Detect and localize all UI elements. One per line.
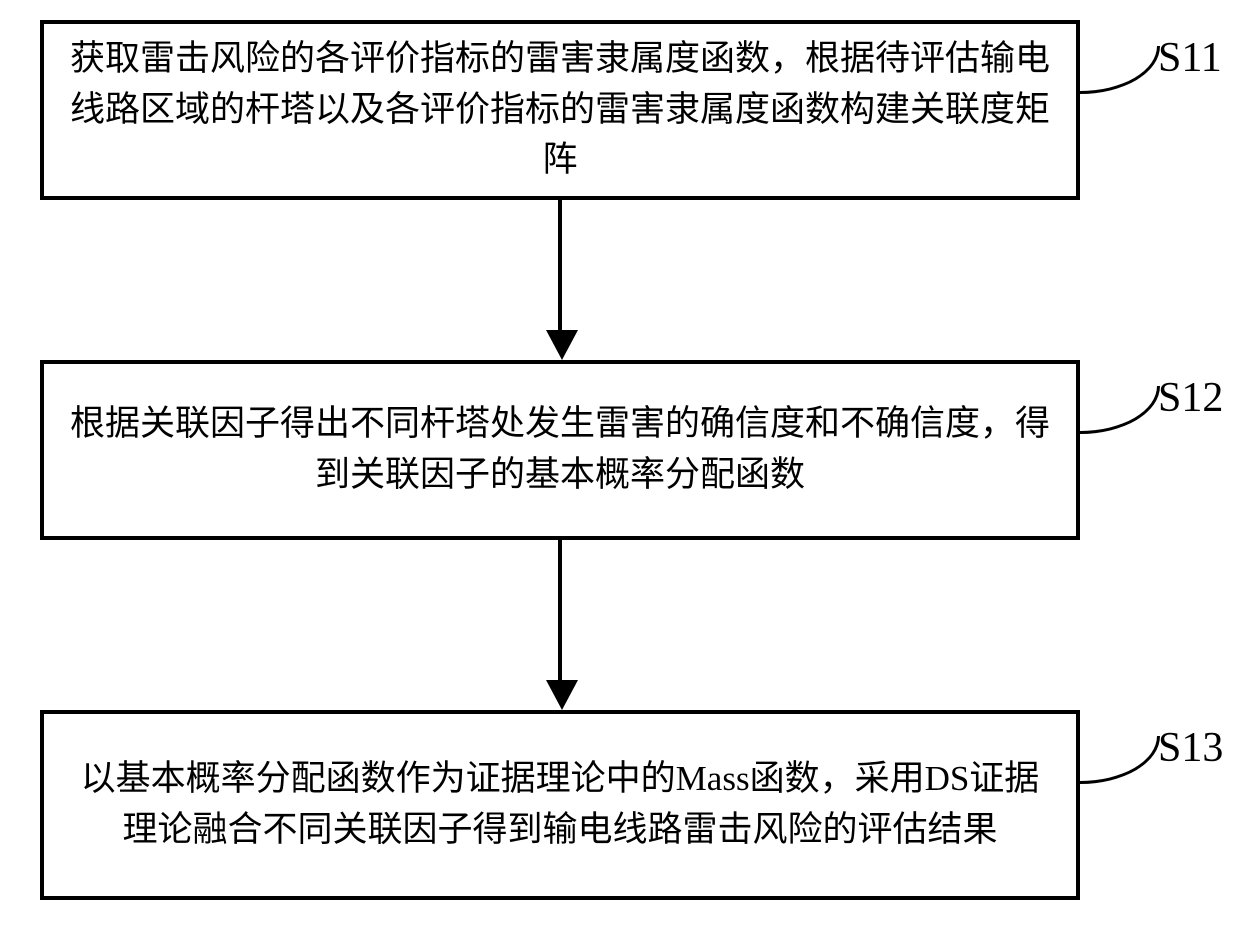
arrow-shaft-2	[558, 540, 562, 680]
step-label-s11: S11	[1158, 34, 1222, 82]
flowchart-canvas: 获取雷击风险的各评价指标的雷害隶属度函数，根据待评估输电线路区域的杆塔以及各评价…	[0, 0, 1240, 934]
step-text-s13: 以基本概率分配函数作为证据理论中的Mass函数，采用DS证据理论融合不同关联因子…	[64, 754, 1056, 856]
step-box-s13: 以基本概率分配函数作为证据理论中的Mass函数，采用DS证据理论融合不同关联因子…	[40, 710, 1080, 900]
step-label-s12: S12	[1158, 374, 1223, 422]
arrow-shaft-1	[558, 200, 562, 330]
step-text-s12: 根据关联因子得出不同杆塔处发生雷害的确信度和不确信度，得到关联因子的基本概率分配…	[64, 399, 1056, 501]
step-text-s11: 获取雷击风险的各评价指标的雷害隶属度函数，根据待评估输电线路区域的杆塔以及各评价…	[64, 34, 1056, 186]
label-connector-s13	[1080, 736, 1160, 784]
label-connector-s11	[1080, 46, 1160, 94]
step-box-s12: 根据关联因子得出不同杆塔处发生雷害的确信度和不确信度，得到关联因子的基本概率分配…	[40, 360, 1080, 540]
arrow-head-2	[546, 680, 578, 710]
label-connector-s12	[1080, 386, 1160, 434]
arrow-head-1	[546, 330, 578, 360]
step-box-s11: 获取雷击风险的各评价指标的雷害隶属度函数，根据待评估输电线路区域的杆塔以及各评价…	[40, 20, 1080, 200]
step-label-s13: S13	[1158, 724, 1223, 772]
